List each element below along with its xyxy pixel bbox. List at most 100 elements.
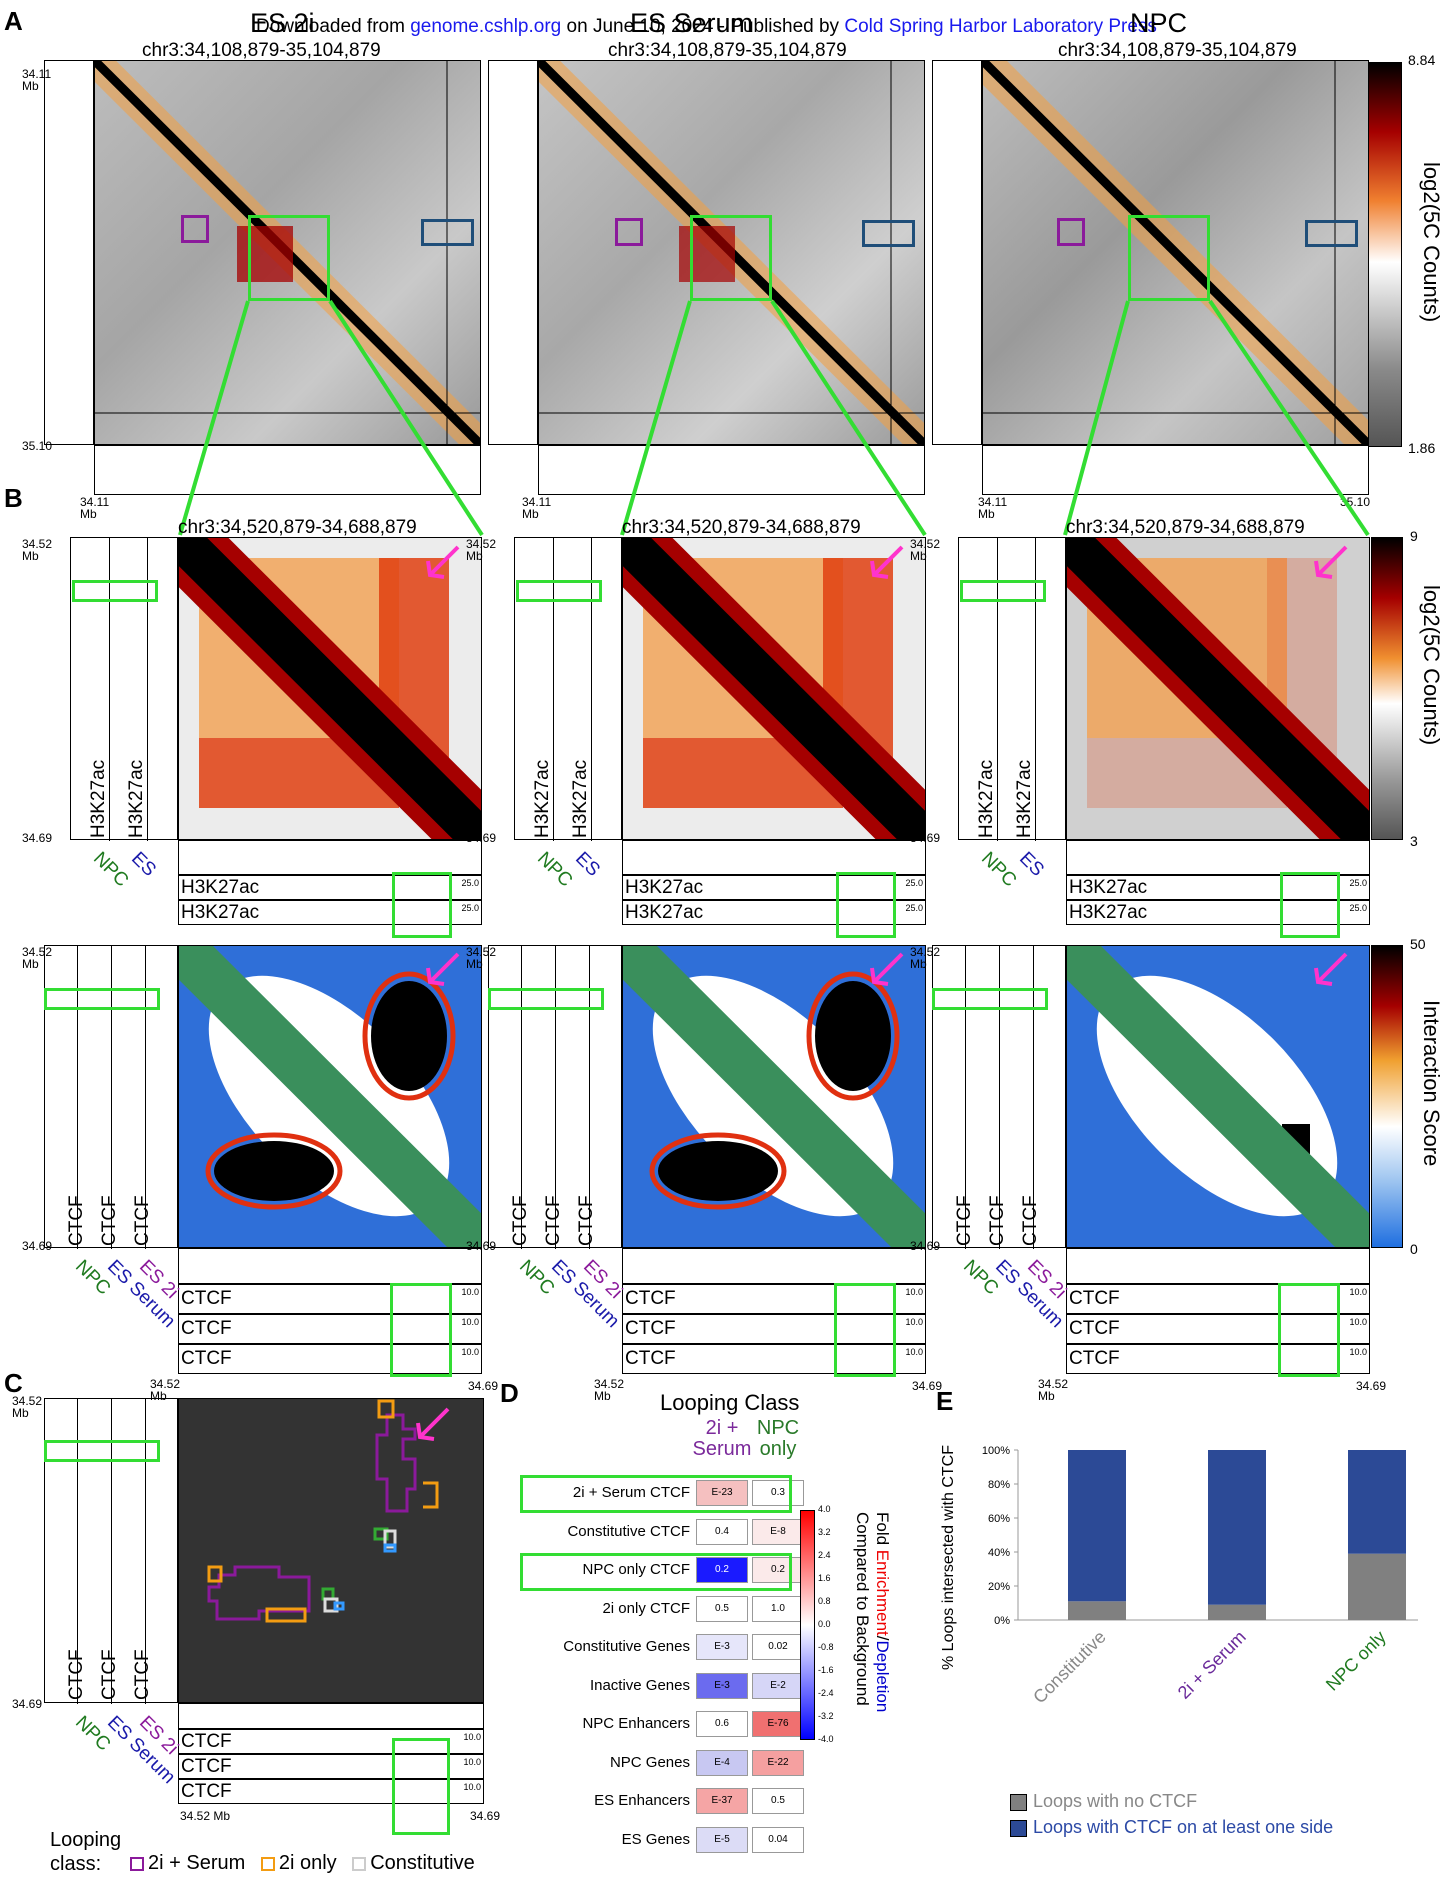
axis-a3-bottom-start: 34.11 Mb <box>978 495 1008 521</box>
blue-marker-a3 <box>1305 220 1358 247</box>
enrich-row-label: 2i + Serum CTCF <box>572 1484 690 1501</box>
condition-title-npc: NPC <box>1130 8 1188 38</box>
enrich-cell-2i-serum: 0.5 <box>696 1595 748 1622</box>
diag-label-npc-es2i: NPC <box>89 848 133 892</box>
heatmap-b-interaction-npc <box>1066 945 1370 1248</box>
blue-marker-a1 <box>421 219 474 246</box>
ctcf-vlabel-esserum-1: CTCF <box>543 1195 564 1246</box>
enrich-cell-2i-serum: 0.6 <box>696 1711 748 1737</box>
region-a-1: chr3:34,108,879-35,104,879 <box>142 40 381 61</box>
diag-label-npc2-npc: NPC <box>959 1256 1003 1300</box>
region-b-es2i: chr3:34,520,879-34,688,879 <box>178 517 417 538</box>
ctcf-highlight-bottom-npc <box>1278 1283 1340 1377</box>
colorbar-a-max: 8.84 <box>1408 52 1436 68</box>
axis-b-left-end-es2i: 34.69 <box>22 831 53 845</box>
e-ytick-label: 100% <box>982 1445 1010 1457</box>
region-b-npc: chr3:34,520,879-34,688,879 <box>1066 517 1305 538</box>
enrich-cell-npc-only: 0.04 <box>752 1826 804 1853</box>
enrich-cell-npc-only: E-8 <box>752 1518 804 1545</box>
colorbar-d-tick: 0.0 <box>818 1619 831 1629</box>
legend-title: Looping class: <box>50 1829 122 1875</box>
ctcf-vlabel-npc-2: CTCF <box>1020 1195 1041 1246</box>
header-publisher-link[interactable]: Cold Spring Harbor Laboratory Press <box>844 16 1157 37</box>
ctcf-highlight-left-es2i <box>44 988 160 1010</box>
panel-label-a: A <box>4 6 23 36</box>
e-bar-with-ctcf <box>1068 1450 1126 1602</box>
h3k27ac-vertical-tracks-npc <box>958 537 1066 841</box>
enrich-cell-2i-serum: E-23 <box>696 1480 748 1506</box>
enrich-cell-2i-serum: 0.4 <box>696 1518 748 1545</box>
axis-b2-bottom-end-npc: 34.69 <box>1356 1379 1387 1393</box>
colorbar-a <box>1368 62 1402 447</box>
enrich-cell-npc-only: 0.5 <box>752 1788 804 1814</box>
gene-track-a1-left <box>44 60 94 445</box>
enrich-cell-2i-serum: E-3 <box>696 1634 748 1660</box>
diag-label-npc-npc: NPC <box>977 848 1021 892</box>
ctcf-vlabel-es2i-0: CTCF <box>66 1195 87 1246</box>
header-site-link[interactable]: genome.cshlp.org <box>410 16 562 37</box>
e-ytick-label: 80% <box>988 1479 1010 1491</box>
e-bar-no-ctcf <box>1068 1601 1126 1620</box>
enrich-cell-npc-only: E-2 <box>752 1672 804 1699</box>
enrich-cell-2i-serum: 0.2 <box>696 1557 748 1583</box>
ctcf-highlight-bottom-esserum <box>834 1283 896 1377</box>
panel-label-e: E <box>936 1386 954 1416</box>
ctcf-highlight-c-bottom <box>392 1738 450 1835</box>
colorbar-b1-min: 3 <box>1410 833 1418 849</box>
h3k27ac-track-npc-1: H3K27ac 25.0 <box>1066 900 1370 925</box>
ctcf-vlabel-esserum-2: CTCF <box>576 1195 597 1246</box>
axis-c-top: 34.52 Mb <box>12 1394 43 1420</box>
colorbar-b2 <box>1371 945 1403 1248</box>
magenta-arrow-b1-es2i <box>422 543 462 583</box>
magenta-arrow-b1-esserum <box>866 543 906 583</box>
loops-ctcf-bar-chart: 0% 20% 40% 60% 80% 100% Constitutive 2i + Serum… <box>982 1445 1418 1707</box>
blue-marker-a2 <box>862 220 915 247</box>
panel-label-d: D <box>500 1378 519 1408</box>
purple-marker-a1 <box>181 215 209 243</box>
axis-c-left-end: 34.69 <box>12 1697 43 1711</box>
ctcf-vlabel-npc-1: CTCF <box>987 1195 1008 1246</box>
e-ytick-label: 0% <box>994 1615 1010 1627</box>
h3k27ac-vlabel-a-es2i: H3K27ac <box>88 759 109 838</box>
axis-c-bottom-end: 34.69 <box>470 1809 501 1823</box>
h3k27ac-track-esserum-0: H3K27ac 25.0 <box>622 875 926 900</box>
axis-b-top-npc: 34.52 Mb <box>910 537 941 563</box>
gene-track-a3-bottom <box>982 445 1369 495</box>
h3k27ac-vlabel-b-es2i: H3K27ac <box>126 759 147 838</box>
magenta-arrow-b2-es2i <box>422 950 462 990</box>
h3k27ac-vertical-tracks-esserum <box>514 537 622 841</box>
colorbar-d-tick: 2.4 <box>818 1550 831 1560</box>
h3k27ac-vlabel-a-npc: H3K27ac <box>976 759 997 838</box>
axis-b-top-esserum: 34.52 Mb <box>466 537 497 563</box>
e-category-label: Constitutive <box>1029 1627 1110 1708</box>
condition-title-es2i: ES 2i <box>250 8 315 38</box>
ctcf-highlight-bottom-es2i <box>390 1283 452 1377</box>
ctcf-vlabel-es2i-2: CTCF <box>132 1195 153 1246</box>
panel-label-b: B <box>4 483 23 513</box>
enrich-row-label: NPC Genes <box>609 1753 690 1771</box>
ctcf-track-npc-1: CTCF 10.0 <box>1066 1314 1370 1344</box>
colorbar-b1-title: log2(5C Counts) <box>1419 585 1444 746</box>
h3k27ac-highlight-left-npc <box>960 580 1046 602</box>
ctcf-track-es2i-2: CTCF 10.0 <box>178 1344 482 1374</box>
axis-b2-bottom-start-es2i: 34.52 Mb <box>150 1377 181 1403</box>
h3k27ac-highlight-left-es2i <box>72 580 158 602</box>
enrich-cell-2i-serum: E-5 <box>696 1826 748 1853</box>
gene-track-b1-es2i <box>178 840 482 875</box>
e-bar-with-ctcf <box>1348 1450 1406 1554</box>
enrich-cell-2i-serum: E-37 <box>696 1788 748 1814</box>
gene-track-c-bottom <box>178 1703 484 1729</box>
ctcf-track-c-2: CTCF 10.0 <box>178 1754 484 1779</box>
header-middle: on June 10, 2024 - Published by <box>561 16 845 37</box>
ctcf-track-npc-0: CTCF 10.0 <box>1066 1284 1370 1314</box>
colorbar-d-tick: -3.2 <box>818 1711 834 1721</box>
region-b-esserum: chr3:34,520,879-34,688,879 <box>622 517 861 538</box>
colorbar-d-tick: -2.4 <box>818 1688 834 1698</box>
legend-with-ctcf: Loops with CTCF on at least one side <box>1010 1814 1333 1840</box>
highlight-row-npc-only <box>520 1553 792 1591</box>
colorbar-b2-max: 50 <box>1410 936 1426 952</box>
h3k27ac-highlight-left-esserum <box>516 580 602 602</box>
gene-track-a3-left <box>932 60 982 445</box>
e-bar-no-ctcf <box>1348 1553 1406 1620</box>
highlight-row-2i-serum <box>520 1475 792 1513</box>
